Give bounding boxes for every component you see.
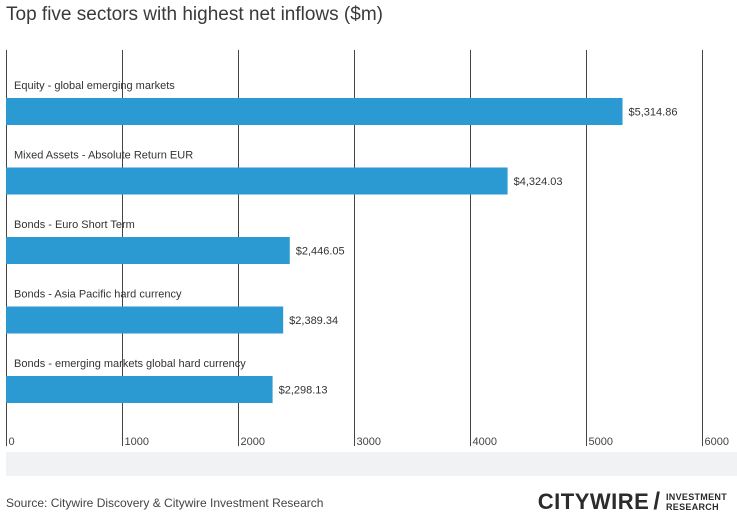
x-tick-label-1000: 1000	[125, 436, 149, 448]
logo-wordmark: CITYWIRE	[537, 489, 650, 514]
value-label-4: $2,389.34	[289, 315, 338, 327]
value-label-5: $2,298.13	[279, 385, 328, 397]
bar-5	[6, 376, 273, 403]
chart-title: Top five sectors with highest net inflow…	[6, 4, 383, 25]
x-tick-label-5000: 5000	[589, 436, 613, 448]
logo-tagline: INVESTMENT RESEARCH	[666, 492, 727, 512]
logo-tagline-line-1: INVESTMENT	[665, 492, 727, 502]
x-tick-label-3000: 3000	[357, 436, 381, 448]
category-label-1: Equity - global emerging markets	[14, 80, 175, 92]
source-note: Source: Citywire Discovery & Citywire In…	[6, 496, 324, 510]
citywire-logo: CITYWIRE / INVESTMENT RESEARCH	[538, 487, 727, 517]
bar-1	[6, 98, 623, 125]
value-label-3: $2,446.05	[296, 246, 345, 258]
bar-2	[6, 167, 508, 195]
horizontal-scrollbar[interactable]	[6, 452, 737, 476]
category-label-5: Bonds - emerging markets global hard cur…	[14, 358, 246, 370]
category-label-4: Bonds - Asia Pacific hard currency	[14, 289, 182, 301]
x-tick-label-2000: 2000	[241, 436, 265, 448]
x-axis-ticks: 0 1000 2000 3000 4000 5000 6000	[9, 436, 729, 448]
labels: Equity - global emerging markets $5,314.8…	[14, 80, 677, 397]
x-tick-label-4000: 4000	[473, 436, 497, 448]
value-label-1: $5,314.86	[629, 107, 678, 119]
x-tick-label-6000: 6000	[705, 436, 729, 448]
bar-chart: Equity - global emerging markets $5,314.8…	[6, 50, 729, 448]
x-tick-label-0: 0	[9, 436, 15, 448]
value-label-2: $4,324.03	[514, 176, 563, 188]
bar-4	[6, 306, 284, 334]
category-label-3: Bonds - Euro Short Term	[14, 219, 135, 231]
logo-tagline-line-2: RESEARCH	[665, 502, 719, 512]
logo-separator: /	[653, 488, 660, 515]
bars	[6, 98, 623, 403]
category-label-2: Mixed Assets - Absolute Return EUR	[14, 150, 193, 162]
bar-3	[6, 237, 290, 264]
